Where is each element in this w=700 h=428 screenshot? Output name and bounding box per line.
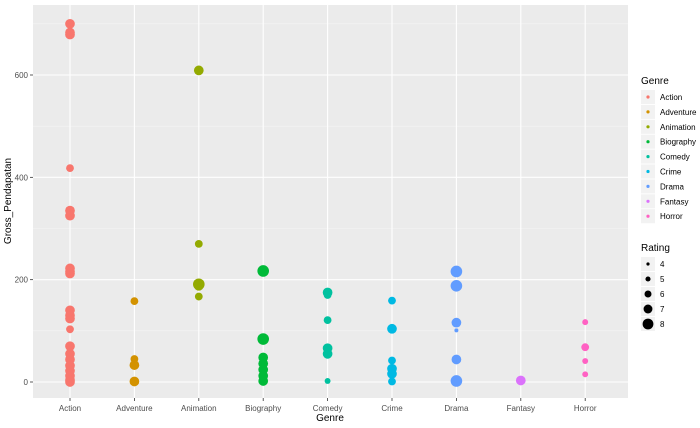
- x-tick-label: Drama: [444, 404, 469, 413]
- legend-label: Horror: [660, 212, 683, 221]
- legend-label: 6: [660, 290, 665, 299]
- legend-key: [646, 169, 650, 174]
- legend-key: [646, 214, 650, 218]
- legend-label: Adventure: [660, 108, 697, 117]
- legend-label: Fantasy: [660, 197, 688, 206]
- x-tick-label: Crime: [381, 404, 403, 413]
- data-point: [388, 356, 396, 365]
- data-point: [65, 18, 75, 29]
- data-point: [193, 65, 204, 76]
- data-point: [450, 265, 463, 278]
- legend-rating-title: Rating: [641, 243, 670, 254]
- data-point: [65, 377, 75, 387]
- legend-genre-title: Genre: [641, 76, 669, 87]
- data-point: [66, 325, 74, 334]
- x-axis: Action Adventure Animation Biography Comedy C…: [59, 398, 597, 413]
- legend-key: [646, 199, 650, 203]
- data-point: [387, 323, 397, 334]
- y-axis-title: Gross_Pendapatan: [3, 158, 14, 244]
- data-point: [193, 280, 204, 291]
- legend-label: Action: [660, 93, 682, 102]
- y-tick-label: 400: [15, 173, 29, 182]
- legend-label: Animation: [660, 123, 696, 132]
- y-tick-label: 200: [15, 276, 29, 285]
- y-tick-label: 600: [15, 71, 29, 80]
- legend-label: 5: [660, 275, 665, 284]
- data-point: [582, 319, 589, 326]
- legend-label: 4: [660, 260, 665, 269]
- data-point: [515, 375, 526, 386]
- legend-key: [646, 262, 650, 266]
- data-point: [129, 376, 140, 387]
- legend-key: [646, 184, 650, 188]
- data-point: [454, 328, 459, 333]
- y-tick-label: 0: [24, 378, 29, 387]
- data-point: [387, 368, 397, 379]
- data-point: [324, 378, 331, 384]
- data-point: [65, 29, 75, 40]
- data-point: [581, 343, 590, 352]
- data-point: [388, 296, 396, 305]
- x-tick-label: Action: [59, 404, 81, 413]
- data-points: [65, 18, 590, 387]
- data-point: [66, 164, 74, 173]
- legend-label: Biography: [660, 138, 696, 147]
- x-tick-label: Horror: [574, 404, 597, 413]
- legend-key: [646, 140, 650, 144]
- legend-key: [646, 110, 650, 114]
- legend-key: [642, 318, 654, 330]
- legend-label: 8: [660, 320, 665, 329]
- data-point: [323, 316, 332, 324]
- legend-key: [646, 125, 650, 129]
- x-axis-title: Genre: [316, 413, 344, 424]
- legend-key: [644, 290, 652, 298]
- legend-rating: Rating 4 5 6 7 8: [641, 243, 670, 331]
- data-point: [194, 239, 203, 248]
- data-point: [582, 371, 589, 378]
- data-point: [257, 333, 270, 345]
- data-point: [194, 292, 203, 301]
- x-tick-label: Comedy: [313, 404, 343, 413]
- data-point: [322, 349, 333, 359]
- data-point: [65, 210, 75, 221]
- data-point: [129, 360, 140, 370]
- x-tick-label: Fantasy: [507, 404, 535, 413]
- x-tick-label: Animation: [181, 404, 217, 413]
- legend-label: Comedy: [660, 153, 690, 162]
- data-point: [450, 280, 463, 292]
- data-point: [323, 291, 332, 299]
- legend-label: Crime: [660, 168, 682, 177]
- data-point: [65, 268, 75, 279]
- data-point: [258, 376, 269, 386]
- data-point: [451, 317, 462, 328]
- data-point: [130, 297, 139, 306]
- data-point: [388, 377, 396, 386]
- legend-genre: Genre Action Adventure Animation Biography C…: [641, 76, 697, 224]
- legend-key: [645, 276, 651, 282]
- data-point: [451, 354, 462, 365]
- plot-panel: [33, 5, 628, 398]
- legend-label: Drama: [660, 182, 685, 191]
- legend-label: 7: [660, 305, 665, 314]
- legend-key: [646, 155, 650, 159]
- data-point: [582, 358, 589, 364]
- data-point: [450, 375, 463, 387]
- y-axis: 0 200 400 600: [15, 71, 33, 387]
- x-tick-label: Adventure: [116, 404, 153, 413]
- x-tick-label: Biography: [245, 404, 281, 413]
- legend-key: [643, 304, 653, 314]
- data-point: [257, 265, 270, 277]
- data-point: [65, 341, 75, 352]
- legend-key: [646, 95, 650, 99]
- data-point: [65, 313, 75, 324]
